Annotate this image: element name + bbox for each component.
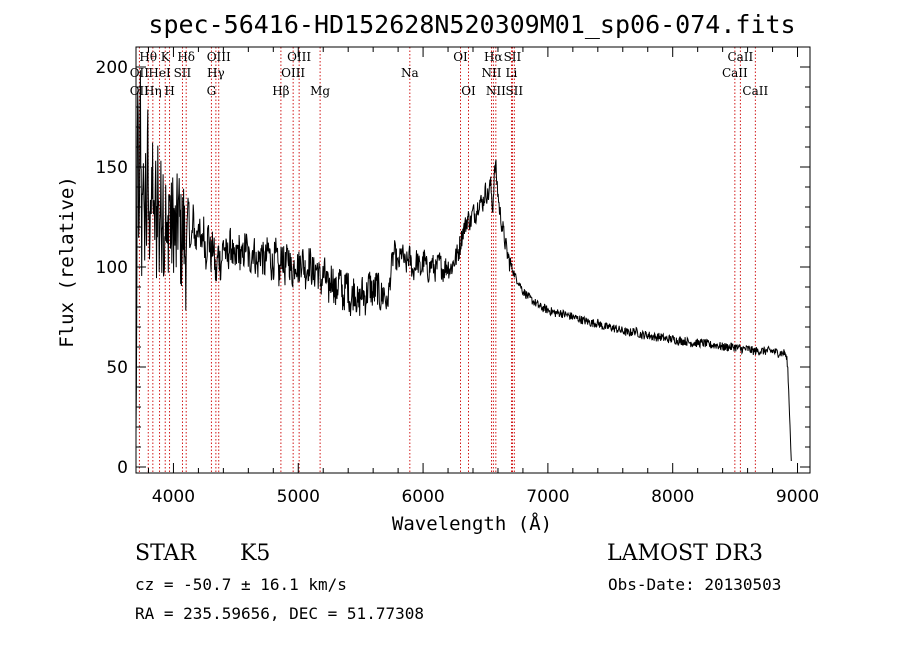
spectral-line-label: Hθ xyxy=(139,50,157,64)
spectral-line-label: Hβ xyxy=(272,84,289,98)
spectral-line-label: Hγ xyxy=(207,66,225,80)
axis-ticks xyxy=(136,46,810,473)
spectral-line-label: OIII xyxy=(281,66,305,80)
spectral-line-label: SII xyxy=(505,84,523,98)
object-class: STAR xyxy=(135,541,197,566)
x-axis-label: Wavelength (Å) xyxy=(392,512,552,535)
spectral-line-label: Li xyxy=(506,66,518,80)
spectral-line-label: HeI xyxy=(148,66,171,80)
observation-date: Obs-Date: 20130503 xyxy=(608,575,781,594)
spectral-line-label: OIII xyxy=(207,50,231,64)
spectral-line-label: SII xyxy=(174,66,192,80)
y-tick-label: 0 xyxy=(117,458,128,478)
spectral-line-label: CaII xyxy=(727,50,753,64)
x-tick-label: 9000 xyxy=(776,487,819,507)
spectral-line-label: OII xyxy=(130,84,150,98)
y-tick-label: 150 xyxy=(96,158,128,178)
spectral-line-label: CaII xyxy=(722,66,748,80)
spectrum-line xyxy=(135,70,792,462)
coordinates: RA = 235.59656, DEC = 51.77308 xyxy=(135,604,424,623)
spectral-line-label: Mg xyxy=(310,84,330,98)
spectral-line-label: K xyxy=(161,50,171,64)
spectral-line-label: NII xyxy=(481,66,501,80)
x-tick-label: 6000 xyxy=(401,487,444,507)
spectral-line-label: NII xyxy=(486,84,506,98)
axis-tick-labels: 4000 5000 6000 7000 8000 9000 0 50 100 150 200 xyxy=(96,58,820,507)
spectral-line-label: G xyxy=(207,84,217,98)
object-subclass: K5 xyxy=(240,541,270,566)
y-tick-label: 50 xyxy=(106,358,128,378)
x-tick-label: 5000 xyxy=(277,487,320,507)
spectral-line-label: OIII xyxy=(287,50,311,64)
spectral-line-label: Na xyxy=(401,66,419,80)
spectral-line-label: H xyxy=(164,84,174,98)
chart-title: spec-56416-HD152628N520309M01_sp06-074.f… xyxy=(148,10,795,39)
redshift-cz: cz = -50.7 ± 16.1 km/s xyxy=(135,575,347,594)
spectral-line-label: Hη xyxy=(144,84,162,98)
y-axis-label: Flux (relative) xyxy=(56,176,78,348)
spectral-line-label: CaII xyxy=(742,84,768,98)
spectral-line-label: OI xyxy=(453,50,468,64)
spectral-line-label: OI xyxy=(461,84,476,98)
survey-name: LAMOST DR3 xyxy=(607,541,763,566)
x-tick-label: 8000 xyxy=(651,487,694,507)
y-tick-label: 100 xyxy=(96,258,128,278)
x-tick-label: 7000 xyxy=(526,487,569,507)
spectral-line-label: Hδ xyxy=(177,50,195,64)
x-tick-label: 4000 xyxy=(152,487,195,507)
spectral-line-label: Hα xyxy=(484,50,503,64)
plot-frame xyxy=(135,46,811,474)
spectral-line-label: SII xyxy=(504,50,522,64)
spectral-line-label: OII xyxy=(130,66,150,80)
spectral-line-markers xyxy=(138,47,756,473)
y-tick-label: 200 xyxy=(96,58,128,78)
